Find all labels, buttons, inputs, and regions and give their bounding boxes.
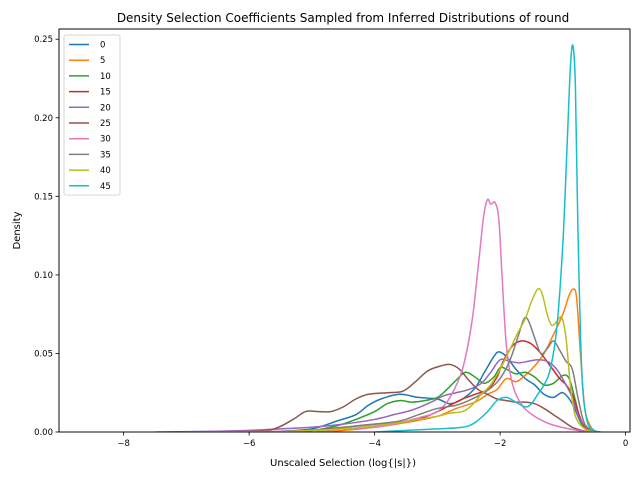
x-tick-label: 0	[623, 439, 628, 449]
plot-frame-top	[58, 28, 631, 433]
series-line-25	[186, 363, 592, 432]
legend-label: 0	[100, 41, 105, 51]
legend-item-40: 40	[69, 166, 111, 176]
y-tick-label: 0.05	[34, 349, 53, 359]
x-tick-label: −8	[117, 439, 130, 449]
legend-items: 0 5 10 15 20 25 30 35 40 45	[69, 41, 111, 192]
x-tick-label: −2	[494, 439, 507, 449]
y-tick-label: 0.20	[34, 114, 53, 124]
y-axis-label: Density	[12, 211, 23, 249]
legend-label: 45	[100, 182, 111, 192]
legend-item-5: 5	[69, 56, 105, 66]
legend-item-0: 0	[69, 41, 105, 51]
y-tick-label: 0.00	[34, 428, 53, 438]
legend-item-20: 20	[69, 103, 111, 113]
legend-label: 30	[100, 135, 111, 145]
y-tick-label: 0.25	[34, 35, 53, 45]
legend-label: 10	[100, 72, 111, 82]
series-line-10	[274, 366, 598, 432]
series-line-40	[274, 287, 595, 432]
legend-item-35: 35	[69, 150, 111, 160]
legend-label: 20	[100, 103, 111, 113]
legend-label: 35	[100, 150, 111, 160]
legend-item-15: 15	[69, 88, 111, 98]
series-layer	[154, 44, 601, 432]
plot-area: −8 −6 −4 −2 0 0.00 0.05 0.10 0.15 0.20 0.25	[34, 28, 631, 449]
series-line-35	[274, 316, 595, 432]
legend-label: 25	[100, 119, 111, 129]
chart-title: Density Selection Coefficients Sampled f…	[117, 11, 569, 25]
legend-label: 5	[100, 56, 105, 66]
series-line-0	[249, 351, 601, 432]
x-axis-ticks: −8 −6 −4 −2 0	[117, 432, 628, 449]
x-axis-label: Unscaled Selection (log{|s|})	[270, 458, 416, 469]
legend-item-10: 10	[69, 72, 111, 82]
series-line-20	[154, 358, 598, 432]
legend-item-25: 25	[69, 119, 111, 129]
y-tick-label: 0.10	[34, 271, 53, 281]
legend-label: 15	[100, 88, 111, 98]
x-tick-label: −4	[368, 439, 381, 449]
legend-label: 40	[100, 166, 111, 176]
y-axis-ticks: 0.00 0.05 0.10 0.15 0.20 0.25	[34, 35, 59, 438]
legend-item-45: 45	[69, 182, 111, 192]
legend-box	[63, 34, 121, 196]
legend: 0 5 10 15 20 25 30 35 40 45	[63, 34, 121, 196]
y-tick-label: 0.15	[34, 192, 53, 202]
x-tick-label: −6	[243, 439, 256, 449]
legend-item-30: 30	[69, 135, 111, 145]
plot-frame	[58, 28, 631, 433]
series-line-45	[374, 44, 601, 432]
